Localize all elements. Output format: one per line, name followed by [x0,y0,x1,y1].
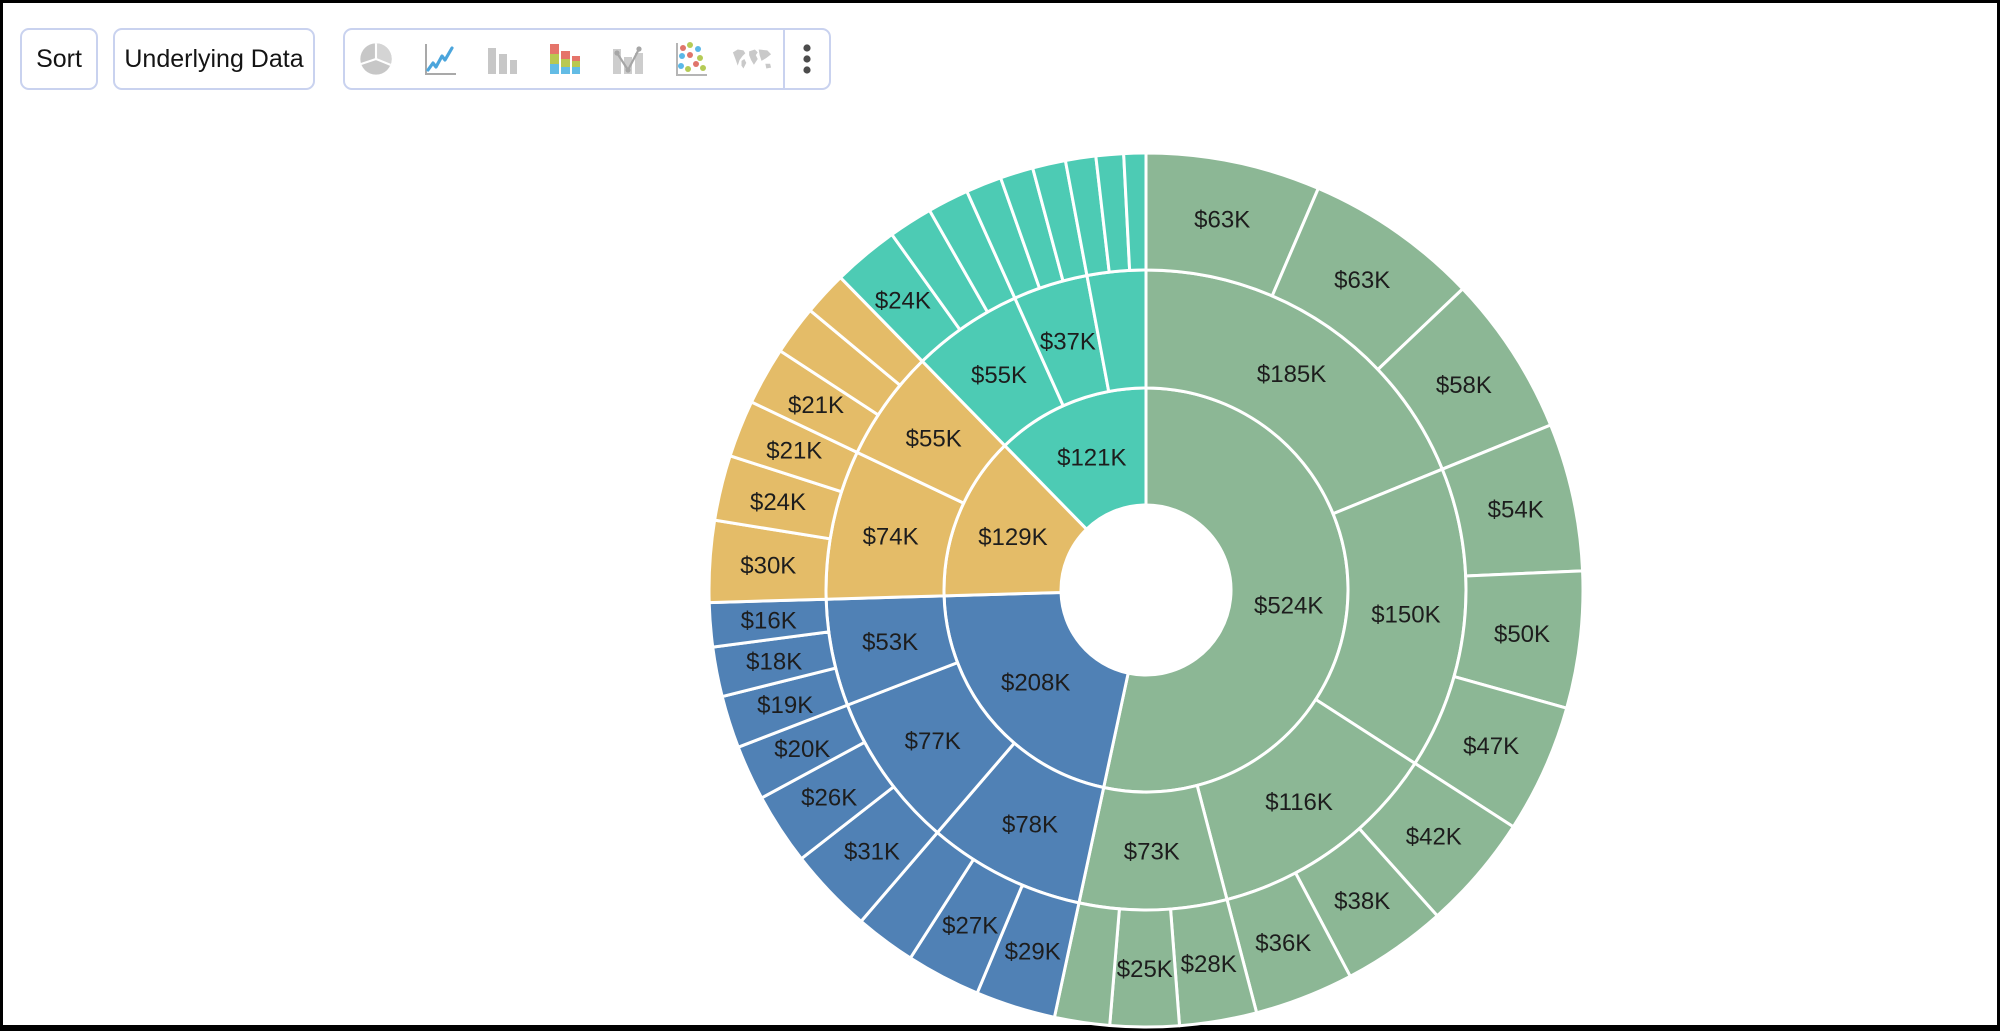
kebab-menu-icon[interactable] [785,30,829,88]
segment-label: $28K [1181,951,1237,978]
segment-label: $53K [862,629,918,656]
segment-label: $36K [1255,930,1311,957]
sort-button[interactable]: Sort [20,28,98,90]
segment-label: $27K [942,913,998,940]
segment-label: $129K [978,524,1047,551]
segment-label: $63K [1194,207,1250,234]
segment-label: $150K [1371,602,1440,629]
segment-label: $185K [1257,361,1326,388]
segment-label: $55K [971,362,1027,389]
segment-label: $208K [1001,669,1070,696]
segment-label: $58K [1436,372,1492,399]
segment-label: $74K [863,524,919,551]
world-map-icon[interactable] [720,30,783,88]
segment-label: $524K [1254,593,1323,620]
bar-chart-icon[interactable] [470,30,533,88]
sunburst-chart: $524K $185K $63K $63K $58K $150K $54K $50K $47K $… [707,151,1585,1029]
segment-label: $29K [1005,939,1061,966]
segment-label: $47K [1463,733,1519,760]
underlying-data-button[interactable]: Underlying Data [113,28,315,90]
segment-label: $116K [1265,789,1333,816]
segment-label: $38K [1334,888,1390,915]
segment-label: $55K [906,426,962,453]
segment-label: $50K [1494,621,1550,648]
line-chart-icon[interactable] [408,30,471,88]
toolbar: Sort Underlying Data [20,28,831,90]
segment-label: $18K [746,649,802,676]
pie-chart-icon[interactable] [345,30,408,88]
segment-label: $16K [741,608,797,635]
segment-label: $20K [774,736,830,763]
segment-label: $24K [750,489,806,516]
segment-label: $37K [1040,329,1096,356]
segment-label: $26K [801,785,857,812]
segment-label: $25K [1117,956,1173,983]
toolbar-divider [783,30,786,88]
segment-label: $31K [844,839,900,866]
segment-label: $121K [1057,445,1126,472]
segment-label: $21K [788,392,844,419]
bar-line-chart-icon[interactable] [595,30,658,88]
segment-label: $77K [905,728,961,755]
segment-label: $30K [740,553,796,580]
sunburst-segment[interactable] [1122,151,1148,272]
segment-label: $19K [757,692,813,719]
segment-label: $54K [1488,497,1544,524]
segment-label: $78K [1002,811,1058,838]
segment-label: $63K [1334,267,1390,294]
segment-label: $24K [875,287,931,314]
segment-label: $73K [1124,838,1180,865]
stacked-bar-chart-icon[interactable] [533,30,596,88]
chart-type-switcher [343,28,831,90]
scatter-plot-icon[interactable] [658,30,721,88]
segment-label: $42K [1406,823,1462,850]
segment-label: $21K [766,438,822,465]
